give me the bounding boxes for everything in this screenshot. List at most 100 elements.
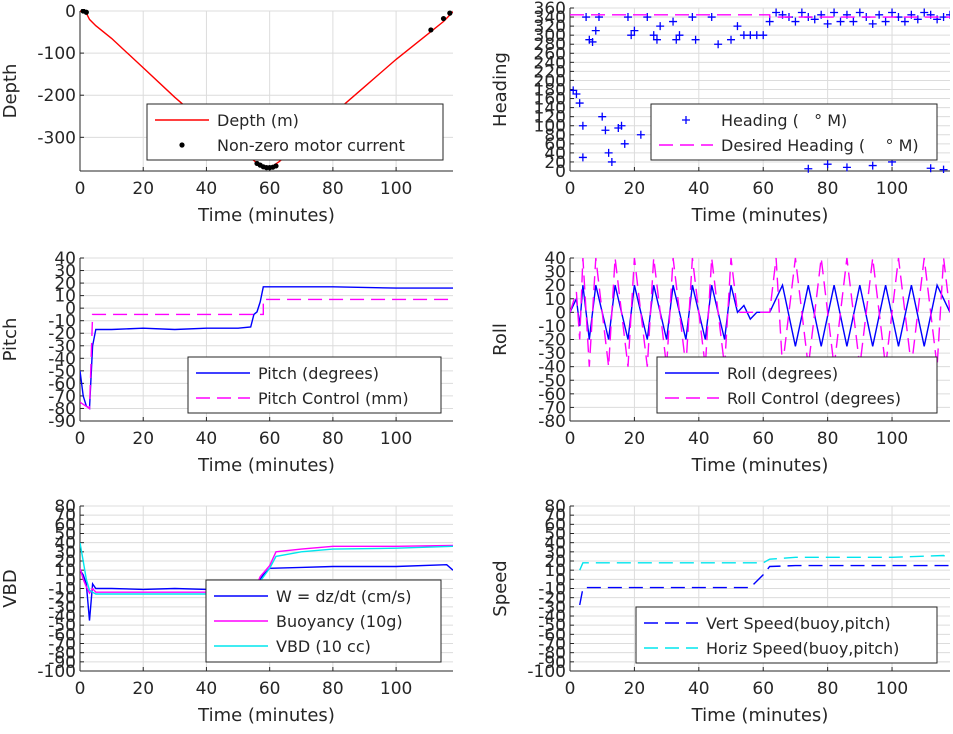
legend: Depth (m) Non-zero motor current bbox=[146, 103, 444, 161]
x-tick-label: 100 bbox=[876, 429, 908, 449]
data-point bbox=[591, 26, 600, 35]
legend-label: Pitch Control (mm) bbox=[258, 389, 409, 408]
y-tick-label: 60 bbox=[54, 515, 76, 535]
y-tick-label: 50 bbox=[54, 525, 76, 545]
series-line bbox=[80, 298, 453, 410]
data-point bbox=[607, 157, 616, 166]
y-tick-label: 20 bbox=[544, 153, 566, 173]
x-tick-label: 80 bbox=[322, 179, 344, 199]
data-point bbox=[727, 35, 736, 44]
legend-box bbox=[187, 356, 442, 414]
y-tick-label: 200 bbox=[534, 71, 566, 91]
data-point bbox=[575, 99, 584, 108]
data-point bbox=[733, 22, 742, 31]
y-tick-label: 40 bbox=[544, 249, 566, 269]
x-tick-label: 0 bbox=[75, 179, 86, 199]
legend-label: Non-zero motor current bbox=[217, 136, 405, 155]
x-tick-label: 20 bbox=[132, 429, 154, 449]
x-tick-label: 80 bbox=[322, 429, 344, 449]
y-tick-label: -70 bbox=[48, 635, 76, 655]
data-point bbox=[691, 35, 700, 44]
y-tick-label: -90 bbox=[48, 653, 76, 673]
y-tick-label: 60 bbox=[544, 515, 566, 535]
chart-panel-3: 0 20 40 60 80 100403020100-10-20-30-40-50-60-… bbox=[0, 249, 453, 476]
series-line bbox=[579, 564, 950, 606]
y-tick-label: -10 bbox=[48, 312, 76, 332]
x-tick-label: 80 bbox=[322, 679, 344, 699]
x-tick-label: 0 bbox=[75, 429, 86, 449]
legend-label: Roll Control (degrees) bbox=[727, 389, 901, 408]
y-axis-label: Pitch bbox=[0, 318, 21, 362]
chart-panel-1: 0 20 40 60 80 100 0 -100 -200 -300 Time (minutes) D… bbox=[0, 2, 453, 226]
data-point bbox=[598, 112, 607, 121]
y-tick-label: 10 bbox=[54, 561, 76, 581]
data-point bbox=[572, 90, 581, 99]
y-tick-label: 60 bbox=[544, 135, 566, 155]
y-tick-label: -30 bbox=[48, 598, 76, 618]
y-tick-label: 30 bbox=[54, 543, 76, 563]
y-tick-label: -30 bbox=[48, 337, 76, 357]
y-tick-label: -90 bbox=[538, 653, 566, 673]
y-tick-label: 180 bbox=[534, 81, 566, 101]
data-point bbox=[926, 164, 935, 173]
data-point bbox=[881, 17, 890, 26]
y-axis-label: Depth bbox=[0, 64, 21, 119]
legend-label: Heading ( ° M) bbox=[721, 111, 847, 130]
legend-box bbox=[635, 606, 938, 664]
data-point bbox=[617, 121, 626, 130]
x-tick-label: 80 bbox=[817, 679, 839, 699]
y-tick-label: 120 bbox=[534, 108, 566, 128]
legend-label: Roll (degrees) bbox=[727, 364, 838, 383]
y-tick-label: -60 bbox=[538, 385, 566, 405]
legend-box bbox=[650, 103, 938, 161]
y-tick-label: -40 bbox=[538, 358, 566, 378]
data-point bbox=[630, 26, 639, 35]
x-axis-label: Time (minutes) bbox=[197, 205, 335, 226]
legend-label: Vert Speed(buoy,pitch) bbox=[706, 614, 891, 633]
x-tick-label: 60 bbox=[752, 679, 774, 699]
data-point bbox=[582, 13, 591, 22]
data-point bbox=[627, 31, 636, 40]
x-tick-label: 20 bbox=[624, 679, 646, 699]
y-tick-label: 20 bbox=[544, 552, 566, 572]
data-point bbox=[672, 35, 681, 44]
y-tick-label: 360 bbox=[534, 0, 566, 19]
data-point bbox=[273, 163, 279, 169]
y-tick-label: -80 bbox=[48, 644, 76, 664]
chart-panel-2: 0 20 40 60 80 1000204060801001201401601802002… bbox=[490, 0, 950, 226]
data-point bbox=[804, 164, 813, 173]
data-point bbox=[440, 15, 447, 22]
data-point bbox=[620, 139, 629, 148]
y-tick-label: -20 bbox=[538, 331, 566, 351]
x-tick-label: 60 bbox=[259, 679, 281, 699]
y-tick-label: -300 bbox=[37, 128, 76, 148]
legend-swatch bbox=[179, 142, 185, 148]
y-tick-label: -50 bbox=[538, 371, 566, 391]
data-point bbox=[636, 130, 645, 139]
y-tick-label: 20 bbox=[54, 552, 76, 572]
series-layer bbox=[80, 286, 453, 410]
y-tick-label: 100 bbox=[534, 117, 566, 137]
data-point bbox=[649, 31, 658, 40]
legend-label: Buoyancy (10g) bbox=[276, 612, 403, 631]
x-tick-label: 60 bbox=[752, 179, 774, 199]
legend: Roll (degrees) Roll Control (degrees) bbox=[656, 356, 938, 414]
y-tick-label: -100 bbox=[37, 662, 76, 682]
data-point bbox=[810, 15, 819, 24]
legend-label: VBD (10 cc) bbox=[276, 637, 371, 656]
legend-label: Desired Heading ( ° M) bbox=[721, 136, 919, 155]
data-point bbox=[643, 13, 652, 22]
y-tick-label: -100 bbox=[37, 44, 76, 64]
x-tick-label: 100 bbox=[380, 179, 412, 199]
data-point bbox=[588, 37, 597, 46]
x-tick-label: 20 bbox=[132, 679, 154, 699]
x-tick-label: 20 bbox=[624, 429, 646, 449]
data-point bbox=[823, 19, 832, 28]
legend-box bbox=[146, 103, 444, 161]
y-tick-label: 40 bbox=[544, 144, 566, 164]
y-tick-label: 240 bbox=[534, 53, 566, 73]
y-tick-label: -200 bbox=[37, 86, 76, 106]
data-point bbox=[669, 17, 678, 26]
y-tick-label: 80 bbox=[544, 126, 566, 146]
